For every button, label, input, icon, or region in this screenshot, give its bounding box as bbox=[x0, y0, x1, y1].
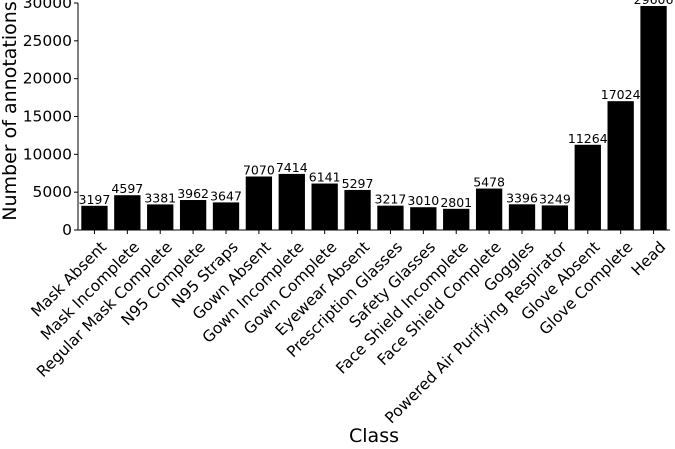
data-label: 3249 bbox=[539, 191, 571, 206]
bar bbox=[114, 195, 141, 230]
data-label: 3396 bbox=[506, 190, 538, 205]
bar bbox=[443, 208, 470, 230]
data-label: 11264 bbox=[568, 131, 608, 146]
x-tick-label: Regular Mask Complete bbox=[33, 238, 176, 381]
bar bbox=[640, 5, 667, 231]
bar bbox=[607, 101, 634, 231]
x-tick-label: Head bbox=[628, 238, 669, 279]
data-label: 4597 bbox=[111, 181, 143, 196]
y-tick-label: 30000 bbox=[23, 0, 72, 12]
bar bbox=[311, 183, 338, 230]
bar bbox=[278, 173, 305, 230]
bar bbox=[245, 176, 273, 230]
y-tick-label: 15000 bbox=[23, 108, 72, 126]
y-tick-label: 10000 bbox=[23, 145, 72, 163]
data-label: 3962 bbox=[177, 186, 209, 201]
bar bbox=[508, 204, 536, 230]
bar bbox=[541, 205, 569, 230]
bar bbox=[344, 189, 371, 230]
bar bbox=[81, 205, 108, 230]
data-label: 2801 bbox=[440, 195, 472, 210]
bar bbox=[475, 188, 503, 230]
bars-layer bbox=[81, 5, 667, 231]
data-label: 17024 bbox=[601, 87, 641, 102]
bar bbox=[179, 200, 207, 230]
y-tick-label: 5000 bbox=[33, 183, 72, 201]
data-label: 3381 bbox=[144, 190, 176, 205]
y-tick-label: 0 bbox=[62, 221, 72, 239]
data-label: 6141 bbox=[309, 170, 341, 185]
bar bbox=[377, 205, 404, 230]
bar bbox=[410, 207, 437, 230]
data-label: 3197 bbox=[79, 192, 111, 207]
data-label: 3217 bbox=[375, 192, 407, 207]
data-label: 7414 bbox=[276, 160, 308, 175]
data-label: 3010 bbox=[407, 193, 439, 208]
bar bbox=[147, 204, 174, 230]
y-tick-label: 25000 bbox=[23, 32, 72, 50]
data-label: 29606 bbox=[634, 0, 674, 7]
data-label: 3647 bbox=[210, 188, 242, 203]
data-label: 7070 bbox=[243, 163, 275, 178]
bar bbox=[574, 144, 601, 230]
bar bbox=[212, 202, 240, 230]
data-label: 5297 bbox=[342, 176, 374, 191]
data-label: 5478 bbox=[473, 175, 505, 190]
y-tick-label: 20000 bbox=[23, 70, 72, 88]
x-axis-label: Class bbox=[349, 425, 399, 445]
y-axis: 0 5000 10000 15000 20000 25000 30000 bbox=[23, 0, 79, 239]
y-axis-label: Number of annotations bbox=[0, 1, 21, 220]
